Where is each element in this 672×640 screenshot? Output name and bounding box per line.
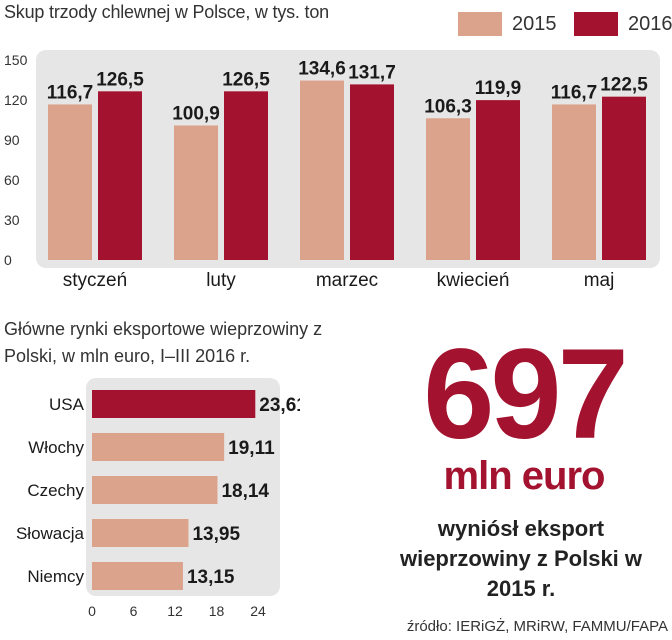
bar-value-label: 116,7 [47, 82, 94, 103]
callout-unit: mln euro [443, 454, 606, 498]
chart1-title: Skup trzody chlewnej w Polsce, w tys. to… [4, 2, 329, 22]
source-note: źródło: IERiGŻ, MRiRW, FAMMU/FAPA [406, 618, 668, 635]
bar-słowacja [92, 519, 189, 547]
bar-value-label: 23,61 [259, 395, 300, 416]
monthly-bar-chart: 0306090120150116,7126,5styczeń100,9126,5… [4, 50, 660, 291]
legend-2016: 2016 [574, 12, 672, 36]
x-tick-label: 0 [88, 603, 96, 618]
y-category-label: Włochy [28, 438, 84, 457]
bar-value-label: 116,7 [551, 82, 598, 103]
y-category-label: USA [49, 395, 85, 414]
x-category-label: kwiecień [437, 270, 510, 291]
y-category-label: Słowacja [16, 524, 85, 543]
x-tick-label: 24 [250, 603, 266, 618]
y-category-label: Czechy [27, 481, 84, 500]
y-tick-label: 60 [4, 172, 20, 188]
bar-value-label: 18,14 [221, 481, 269, 502]
y-tick-label: 150 [4, 52, 28, 68]
x-tick-label: 12 [167, 603, 183, 618]
bar-value-label: 106,3 [424, 96, 472, 117]
bar-value-label: 131,7 [348, 62, 396, 83]
bar-usa [92, 390, 256, 418]
bar-2016 [98, 91, 142, 260]
bar-value-label: 126,5 [222, 69, 270, 90]
bar-2016 [476, 100, 520, 260]
x-category-label: luty [206, 270, 236, 291]
legend-2015-swatch [458, 12, 502, 36]
bar-2015 [552, 104, 596, 261]
bar-value-label: 119,9 [475, 78, 522, 99]
bar-czechy [92, 476, 218, 504]
y-category-label: Niemcy [27, 567, 84, 586]
x-category-label: maj [584, 270, 615, 291]
callout-number: 697 [423, 323, 629, 466]
bar-2016 [224, 91, 268, 260]
bar-włochy [92, 433, 225, 461]
legend-2016-swatch [574, 12, 618, 36]
y-tick-label: 30 [4, 212, 20, 228]
legend-2015: 2015 [458, 12, 557, 36]
callout-text: wyniósł eksport wieprzowiny z Polski w 2… [399, 516, 643, 601]
y-tick-label: 0 [4, 252, 12, 268]
bar-niemcy [92, 562, 183, 590]
x-tick-label: 18 [209, 603, 225, 618]
bar-value-label: 19,11 [228, 438, 275, 459]
y-tick-label: 120 [4, 92, 28, 108]
x-category-label: marzec [316, 270, 378, 291]
chart2-title: Główne rynki eksportowe wieprzowiny z Po… [4, 319, 323, 366]
legend-2016-label: 2016 [628, 12, 672, 35]
bar-2016 [350, 84, 394, 261]
x-tick-label: 6 [130, 603, 138, 618]
bar-2015 [48, 104, 92, 261]
export-bar-chart: USA 23,61 Włochy 19,11 Czechy 18,14 Słowacja 13… [16, 378, 300, 618]
bar-value-label: 100,9 [172, 103, 220, 124]
bar-2016 [602, 96, 646, 260]
y-tick-label: 90 [4, 132, 20, 148]
bar-2015 [174, 125, 218, 260]
bar-value-label: 134,6 [298, 59, 346, 80]
bar-value-label: 13,15 [187, 567, 235, 588]
bar-2015 [426, 118, 470, 261]
bar-value-label: 122,5 [600, 75, 648, 96]
bar-value-label: 126,5 [96, 69, 144, 90]
bar-value-label: 13,95 [192, 524, 240, 545]
legend-2015-label: 2015 [512, 12, 557, 35]
x-category-label: styczeń [63, 270, 127, 291]
bar-2015 [300, 80, 344, 261]
